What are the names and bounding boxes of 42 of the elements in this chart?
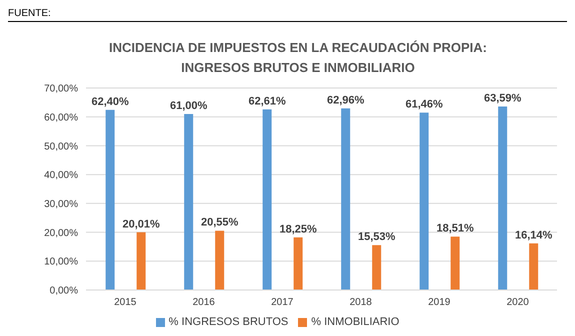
data-label: 63,59% — [484, 92, 522, 104]
legend-label: % INGRESOS BRUTOS — [168, 316, 288, 328]
x-tick-label: 2018 — [350, 297, 372, 308]
bar — [215, 230, 224, 290]
y-tick-label: 40,00% — [44, 170, 78, 182]
bar — [420, 112, 429, 290]
data-label: 18,25% — [279, 223, 317, 236]
bar — [372, 245, 382, 290]
y-tick-label: 0,00% — [50, 286, 78, 297]
bar — [294, 237, 303, 290]
x-tick-label: 2015 — [114, 297, 137, 308]
bar — [262, 109, 272, 290]
y-tick-label: 60,00% — [44, 112, 78, 124]
bar — [450, 236, 460, 290]
chart-title: INCIDENCIA DE IMPUESTOS EN LA RECAUDACIÓN PROPIA: INGRESOS BRUTOS E INMOBILIARIO — [108, 39, 488, 77]
bar — [529, 243, 538, 290]
data-label: 62,96% — [326, 94, 364, 106]
y-tick-label: 30,00% — [44, 198, 78, 210]
x-tick-label: 2016 — [192, 297, 216, 308]
legend-label: % INMOBILIARIO — [311, 316, 400, 328]
data-label: 61,00% — [170, 100, 208, 112]
bar — [341, 108, 350, 290]
bar — [498, 106, 508, 290]
data-label: 20,55% — [200, 216, 238, 229]
y-tick-label: 20,00% — [44, 228, 78, 239]
data-label: 61,46% — [405, 98, 443, 111]
source-note: FUENTE: — [8, 8, 51, 19]
bar — [106, 110, 115, 290]
bar — [184, 114, 194, 290]
bar — [136, 232, 146, 290]
y-tick-label: 10,00% — [44, 256, 78, 268]
data-label: 62,40% — [91, 96, 129, 108]
data-label: 62,61% — [248, 95, 286, 108]
x-tick-label: 2019 — [428, 297, 451, 308]
data-label: 20,01% — [122, 218, 160, 230]
y-tick-label: 50,00% — [44, 141, 78, 152]
x-tick-label: 2020 — [506, 297, 530, 308]
data-label: 15,53% — [358, 231, 396, 244]
data-label: 18,51% — [436, 222, 474, 235]
data-label: 16,14% — [514, 229, 552, 242]
y-tick-label: 70,00% — [44, 84, 78, 95]
x-tick-label: 2017 — [271, 297, 294, 308]
